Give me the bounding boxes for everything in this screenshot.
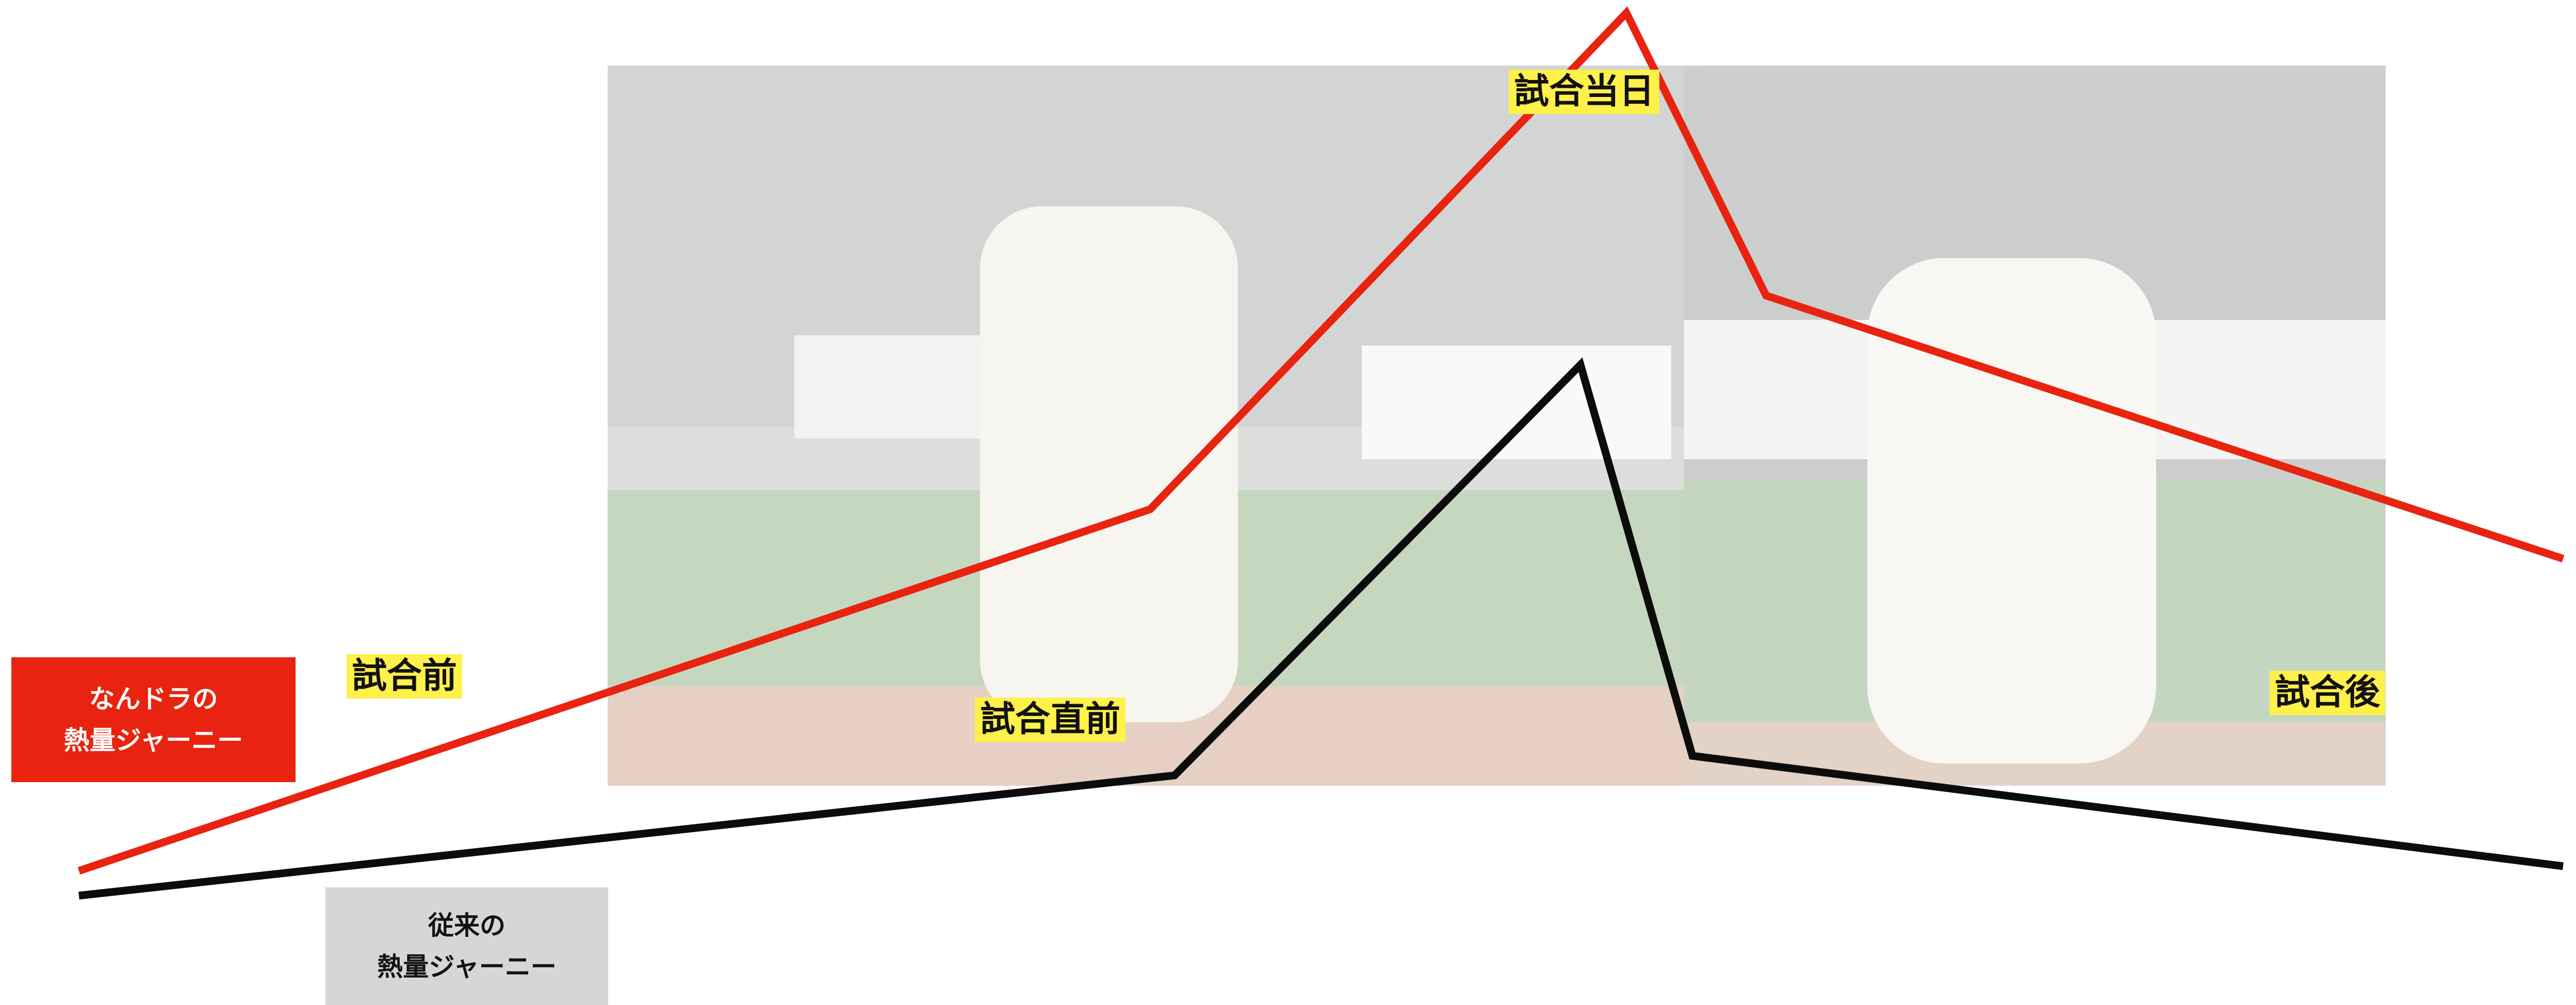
red-journey-line — [77, 6, 2565, 875]
legend-text: 熱量ジャーニー — [377, 952, 557, 982]
stage-label: 試合前 — [347, 654, 463, 699]
stage-label: 試合直前 — [975, 698, 1126, 742]
black-journey-line — [78, 357, 2564, 900]
stage-label: 試合後 — [2270, 671, 2386, 716]
legend-text: 熱量ジャーニー — [63, 725, 243, 755]
legend-box: なんドラの 熱量ジャーニー — [11, 657, 296, 782]
legend-box: 従来の 熱量ジャーニー — [325, 887, 608, 1005]
stage-label: 試合当日 — [1509, 70, 1660, 115]
legend-text: なんドラの — [89, 684, 218, 714]
photo-backdrop — [608, 66, 2386, 786]
legend-text: 従来の — [428, 911, 506, 941]
